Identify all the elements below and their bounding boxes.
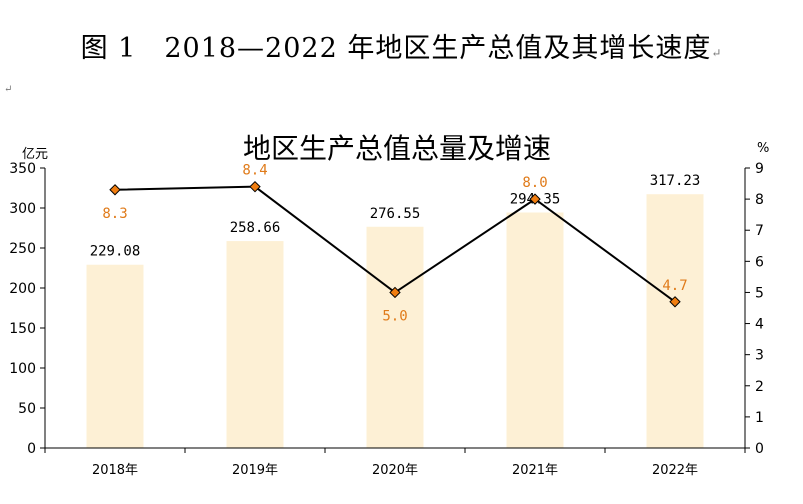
x-category-labels: 2018年 2019年 2020年 2021年 2022年 xyxy=(92,463,698,478)
y-left-unit: 亿元 xyxy=(22,147,48,162)
growth-marker xyxy=(529,193,541,205)
growth-marker xyxy=(109,184,121,196)
bar-value-label: 258.66 xyxy=(230,220,281,236)
x-category-label: 2022年 xyxy=(652,463,698,478)
figure-caption-text: 图 1 2018—2022 年地区生产总值及其增长速度 xyxy=(80,33,712,64)
growth-value-label: 5.0 xyxy=(382,308,407,324)
x-category-label: 2018年 xyxy=(92,463,138,478)
growth-value-label: 8.3 xyxy=(102,206,127,222)
bar xyxy=(226,241,284,448)
y-right-tick-label: 9 xyxy=(755,161,764,177)
y-left-tick-label: 0 xyxy=(27,441,36,457)
bar-value-label: 229.08 xyxy=(90,244,141,260)
bar xyxy=(506,212,564,448)
y-left-tick-label: 200 xyxy=(9,281,36,297)
y-right-tick-label: 8 xyxy=(755,192,764,208)
x-category-label: 2021年 xyxy=(512,463,558,478)
x-category-label: 2020年 xyxy=(372,463,418,478)
y-right-tick-label: 3 xyxy=(755,348,764,364)
growth-value-labels: 8.3 8.4 5.0 8.0 4.7 xyxy=(102,163,687,325)
y-right-tick-label: 7 xyxy=(755,223,764,239)
growth-line-series xyxy=(109,180,681,308)
y-right-tick-label: 2 xyxy=(755,379,764,395)
bar xyxy=(646,194,704,448)
growth-marker xyxy=(389,286,401,299)
y-right-tick-label: 4 xyxy=(755,317,764,333)
bar-value-label: 276.55 xyxy=(370,206,421,222)
y-right-tick-label: 1 xyxy=(755,410,764,426)
bar-value-label: 317.23 xyxy=(650,173,701,189)
growth-value-label: 8.0 xyxy=(522,175,547,191)
bar xyxy=(366,226,424,448)
growth-value-label: 8.4 xyxy=(242,163,267,179)
chart-title: 地区生产总值总量及增速 xyxy=(243,132,551,165)
bar-series xyxy=(86,194,704,448)
y-left-tick-label: 100 xyxy=(9,361,36,377)
y-left-tick-label: 300 xyxy=(9,201,36,217)
axes xyxy=(44,168,746,453)
y-left-tick-label: 150 xyxy=(9,321,36,337)
paragraph-mark: ↵ xyxy=(4,84,13,95)
x-category-label: 2019年 xyxy=(232,463,278,478)
growth-marker xyxy=(249,180,261,193)
y-left-tick-label: 350 xyxy=(9,161,36,177)
y-left-tick-label: 50 xyxy=(18,401,36,417)
growth-value-label: 4.7 xyxy=(662,278,687,294)
y-right-ticks: 0 1 2 3 4 5 6 7 8 9 xyxy=(745,161,764,457)
bar xyxy=(86,264,144,448)
y-left-tick-label: 250 xyxy=(9,241,36,257)
growth-marker xyxy=(669,296,681,308)
return-mark: ↵ xyxy=(711,46,723,60)
y-right-unit: % xyxy=(757,141,769,156)
y-right-tick-label: 5 xyxy=(755,285,764,301)
y-left-ticks: 0 50 100 150 200 250 300 350 xyxy=(9,161,45,457)
y-right-tick-label: 6 xyxy=(755,254,764,270)
y-right-tick-label: 0 xyxy=(755,441,764,457)
figure-caption: 图 1 2018—2022 年地区生产总值及其增长速度↵ xyxy=(0,26,803,65)
